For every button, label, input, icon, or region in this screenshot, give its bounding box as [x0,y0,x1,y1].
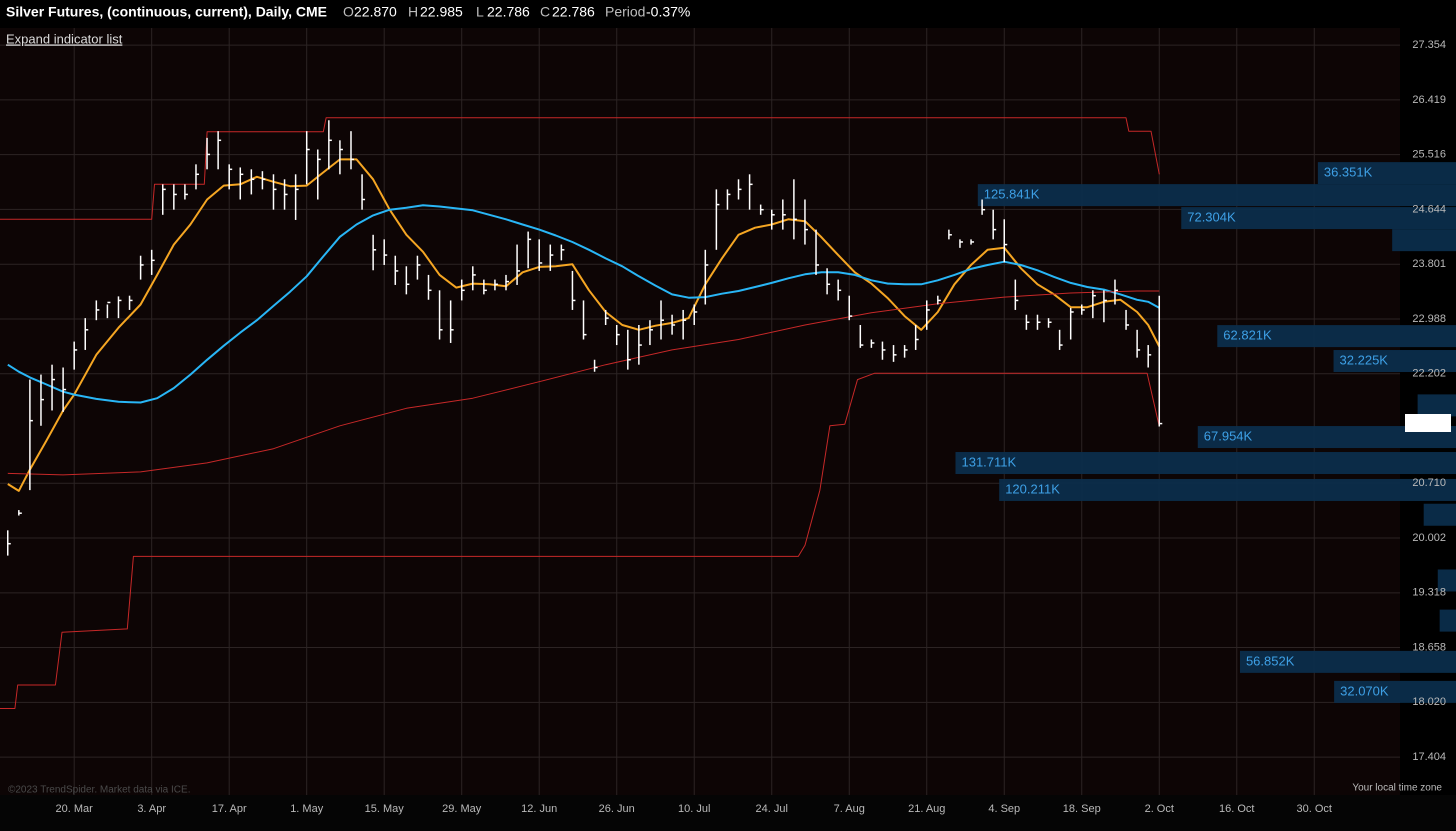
y-tick-label: 19.318 [1412,587,1446,599]
x-tick-label: 1. May [290,803,324,815]
y-tick-label: 22.988 [1412,313,1446,325]
copyright: ©2023 TrendSpider. Market data via ICE. [8,785,190,796]
volume-bar [1181,207,1456,230]
x-tick-label: 18. Sep [1063,803,1101,815]
stat-key: Period [605,4,645,20]
time-axis [0,795,1456,831]
volume-bar [999,478,1456,501]
chart-title: Silver Futures, (continuous, current), D… [6,4,327,20]
x-tick-label: 7. Aug [834,803,865,815]
indicator-lines [0,117,1161,709]
volume-bar [1333,350,1456,373]
volume-label: 32.070K [1340,683,1389,698]
volume-label: 72.304K [1187,210,1236,225]
volume-bar [1417,394,1456,417]
indicator-line [0,372,1160,709]
y-tick-label: 23.801 [1412,258,1446,270]
volume-label: 125.841K [984,187,1040,202]
x-tick-label: 29. May [442,803,482,815]
volume-bar [1439,609,1456,632]
grid [0,28,1400,795]
x-tick-label: 24. Jul [756,803,788,815]
volume-bar [1197,426,1456,449]
x-tick-label: 16. Oct [1219,803,1254,815]
indicator-line [7,290,1160,476]
stat-key: C [540,4,550,20]
x-tick-label: 30. Oct [1297,803,1332,815]
volume-label: 131.711K [961,454,1016,469]
y-tick-label: 20.710 [1412,477,1446,489]
volume-label: 67.954K [1204,428,1253,443]
price-bars [7,120,1163,556]
volume-bar [1437,569,1456,592]
stat-value: 22.985 [420,4,463,20]
x-tick-label: 3. Apr [137,803,166,815]
volume-label: 56.852K [1246,653,1295,668]
y-tick-label: 17.404 [1412,751,1446,763]
x-tick-label: 4. Sep [988,803,1020,815]
stat-key: L [476,4,484,20]
stat-value: 22.786 [552,4,595,20]
y-tick-label: 26.419 [1412,94,1446,106]
x-tick-label: 15. May [365,803,405,815]
volume-bar [1239,650,1456,673]
stat-value: 22.786 [487,4,530,20]
x-tick-label: 26. Jun [599,803,635,815]
x-tick-label: 21. Aug [908,803,945,815]
x-tick-label: 2. Oct [1145,803,1174,815]
volume-label: 120.211K [1005,481,1060,496]
x-tick-label: 20. Mar [56,803,94,815]
plot-area [0,28,1400,795]
x-tick-label: 10. Jul [678,803,710,815]
volume-bar [1423,503,1456,526]
stat-key: H [408,4,418,20]
volume-profile: 36.351K 125.841K 72.304K 62.821K 32.225K 67.9… [955,162,1456,703]
y-tick-label: 25.516 [1412,149,1446,161]
y-tick-label: 18.658 [1412,641,1446,653]
volume-bar [1217,325,1456,348]
indicator-line [0,117,1160,220]
volume-label: 62.821K [1223,328,1272,343]
y-tick-label: 20.002 [1412,532,1446,544]
timezone-note: Your local time zone [1352,783,1442,794]
expand-link[interactable]: Expand indicator list [6,31,123,46]
stat-value: -0.37% [646,4,690,20]
y-tick-label: 27.354 [1412,39,1446,51]
volume-bar [955,452,1456,475]
stat-key: O [343,4,354,20]
labels: Silver Futures, (continuous, current), D… [6,4,1446,815]
y-tick-label: 22.202 [1412,368,1446,380]
stat-value: 22.870 [354,4,397,20]
volume-bar [1334,680,1456,703]
volume-bar [1392,229,1456,252]
y-tick-label: 18.020 [1412,696,1446,708]
price-marker [1405,414,1451,432]
volume-label: 32.225K [1340,352,1389,367]
x-tick-label: 17. Apr [212,803,247,815]
volume-bar [1317,162,1456,185]
indicator-line [7,204,1160,404]
volume-label: 36.351K [1324,165,1373,180]
indicator-line [7,158,1161,492]
y-tick-label: 24.644 [1412,203,1446,215]
x-tick-label: 12. Jun [521,803,557,815]
volume-bar [977,184,1456,207]
